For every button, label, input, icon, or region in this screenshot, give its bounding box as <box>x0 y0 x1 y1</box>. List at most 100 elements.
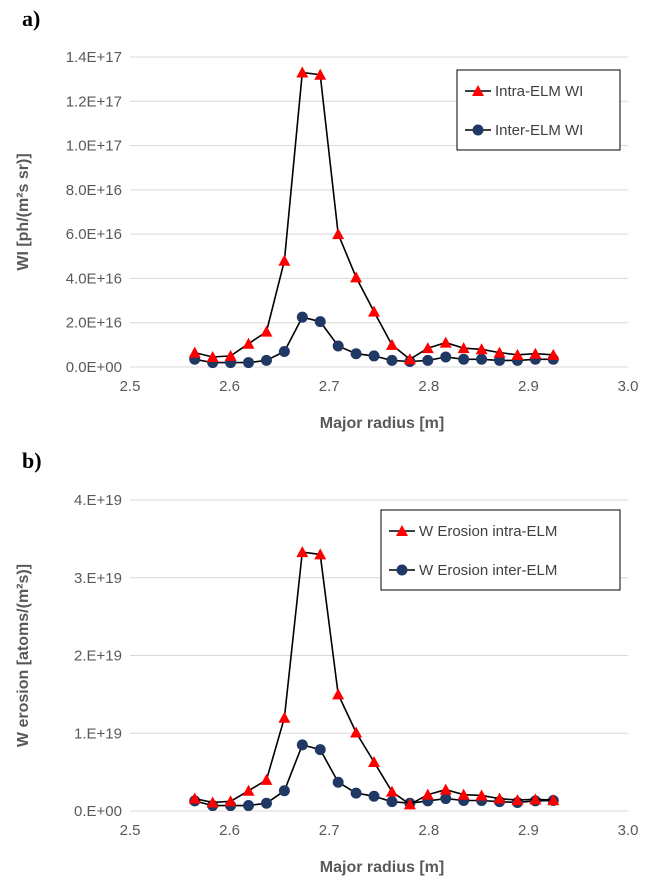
x-tick-label: 2.6 <box>219 822 240 839</box>
legend-label: W Erosion inter-ELM <box>419 562 557 579</box>
chart-a-svg: 0.0E+00 2.0E+16 4.0E+16 6.0E+16 8.0E+16 1.0E+… <box>15 49 639 432</box>
data-point <box>511 794 524 806</box>
data-point <box>385 338 398 350</box>
y-tick-label: 1.E+19 <box>74 725 122 742</box>
legend-item: W Erosion intra-ELM <box>389 523 557 540</box>
x-tick-label: 2.9 <box>518 822 539 839</box>
legend-label: Intra-ELM WI <box>495 83 583 100</box>
data-point <box>368 756 381 768</box>
x-tick-label: 3.0 <box>618 822 639 839</box>
data-point <box>475 343 488 355</box>
y-tick-label: 4.E+19 <box>74 492 122 509</box>
series-triangle <box>188 546 560 810</box>
data-point <box>278 785 290 797</box>
chart-b-svg: 0.E+00 1.E+19 2.E+19 3.E+19 4.E+19 2.5 2.6 2.7 2… <box>15 492 639 876</box>
x-tick-label: 2.7 <box>319 378 340 395</box>
data-point <box>260 773 273 785</box>
panel-label: b) <box>22 448 42 473</box>
data-point <box>421 342 434 354</box>
data-point <box>403 798 416 810</box>
data-point <box>457 342 470 354</box>
data-point <box>260 325 273 337</box>
data-point <box>206 351 219 363</box>
data-point <box>243 800 255 812</box>
data-point <box>475 789 488 801</box>
data-point <box>368 305 381 317</box>
x-tick-label: 2.8 <box>418 822 439 839</box>
data-point <box>278 346 290 357</box>
x-axis-title: Major radius [m] <box>320 415 444 432</box>
data-point <box>440 351 452 363</box>
data-point <box>296 66 309 78</box>
y-tick-label: 8.0E+16 <box>66 182 122 199</box>
y-tick-label: 2.E+19 <box>74 648 122 665</box>
data-point <box>314 68 327 80</box>
data-point <box>547 348 560 360</box>
data-point <box>314 548 327 560</box>
x-tick-label: 3.0 <box>618 378 639 395</box>
data-point <box>278 254 291 266</box>
data-point <box>314 316 326 328</box>
legend-marker <box>396 525 408 536</box>
data-point <box>457 788 470 800</box>
data-point <box>368 350 380 362</box>
y-tick-label: 2.0E+16 <box>66 315 122 332</box>
y-tick-label: 0.0E+00 <box>66 359 122 376</box>
x-tick-label: 2.5 <box>120 822 141 839</box>
data-point <box>511 348 524 360</box>
data-point <box>368 790 380 802</box>
data-point <box>314 744 326 756</box>
data-point <box>242 337 255 349</box>
data-point <box>296 546 309 558</box>
legend-item: Inter-ELM WI <box>465 122 583 139</box>
data-point <box>332 776 344 788</box>
y-axis-title: W erosion [atoms/(m²s)] <box>15 564 32 747</box>
data-point <box>529 347 542 359</box>
data-point <box>296 311 308 323</box>
x-tick-label: 2.7 <box>319 822 340 839</box>
data-point <box>188 346 201 358</box>
data-point <box>403 353 416 365</box>
series-circle <box>189 311 559 369</box>
data-point <box>386 354 398 366</box>
legend-box <box>456 69 621 151</box>
x-tick-label: 2.6 <box>219 378 240 395</box>
data-point <box>243 357 255 369</box>
data-point <box>224 795 237 807</box>
data-point <box>386 796 398 808</box>
data-point <box>439 783 452 795</box>
legend: Intra-ELM WI Inter-ELM WI <box>456 69 621 151</box>
legend-item: Intra-ELM WI <box>465 83 583 100</box>
y-axis-title: WI [ph/(m²s sr)] <box>15 153 32 270</box>
data-point <box>440 793 452 805</box>
legend-marker <box>396 564 408 576</box>
data-point <box>332 688 345 700</box>
data-point <box>188 792 201 804</box>
chart-panel-b: b) 0.E+00 1.E+19 2.E+19 3.E+19 4.E+19 2.5 2.6 2… <box>0 444 646 888</box>
chart-panel-a: a) 0.0E+00 2.0E+16 4.0E+16 6.0E+16 8.0E+16 1.… <box>15 6 639 432</box>
data-point <box>278 711 291 723</box>
y-tick-label: 4.0E+16 <box>66 270 122 287</box>
data-point <box>422 354 434 366</box>
x-tick-label: 2.9 <box>518 378 539 395</box>
series-triangle <box>188 66 560 365</box>
legend-marker <box>472 124 484 136</box>
y-tick-label: 3.E+19 <box>74 570 122 587</box>
legend-marker <box>472 85 484 96</box>
data-point <box>547 794 560 806</box>
data-point <box>350 348 362 360</box>
data-point <box>332 228 345 240</box>
data-point <box>458 353 470 365</box>
y-tick-label: 6.0E+16 <box>66 226 122 243</box>
data-point <box>224 349 237 361</box>
data-point <box>529 793 542 805</box>
panel-label: a) <box>22 6 41 31</box>
data-point <box>350 271 363 283</box>
data-point <box>332 340 344 352</box>
data-point <box>493 346 506 358</box>
legend-item: W Erosion inter-ELM <box>389 562 557 579</box>
data-point <box>242 784 255 796</box>
data-point <box>385 785 398 797</box>
y-tick-label: 0.E+00 <box>74 803 122 820</box>
legend-box <box>380 509 621 591</box>
